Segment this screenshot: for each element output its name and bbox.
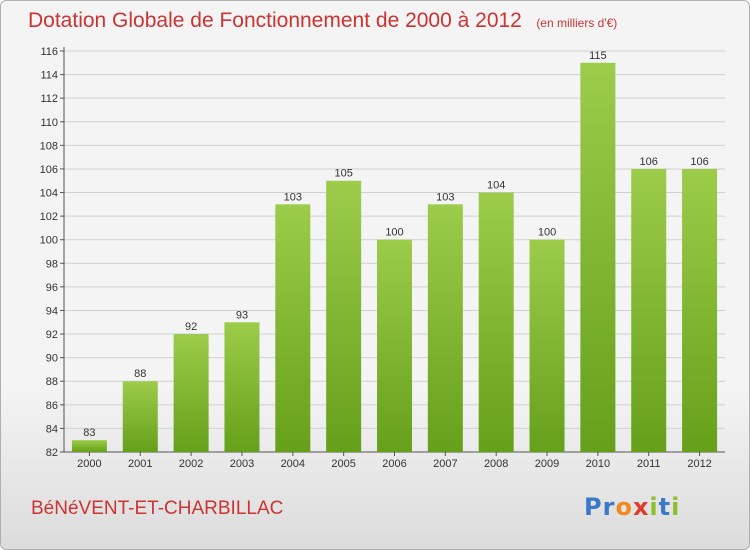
x-tick-label: 2006 — [382, 458, 406, 470]
logo-letter: x — [632, 493, 650, 521]
x-tick-label: 2007 — [433, 458, 457, 470]
x-tick-label: 2009 — [535, 458, 559, 470]
bar — [275, 204, 311, 452]
x-tick-label: 2003 — [230, 458, 254, 470]
y-tick-label: 94 — [46, 305, 58, 317]
data-label: 104 — [487, 180, 505, 192]
x-tick-label: 2010 — [586, 458, 610, 470]
y-tick-label: 96 — [46, 282, 58, 294]
commune-name: BéNéVENT-ET-CHARBILLAC — [31, 498, 284, 519]
x-tick-label: 2008 — [484, 458, 508, 470]
y-tick-label: 108 — [40, 140, 58, 152]
proxiti-logo[interactable]: Proxiti — [584, 493, 680, 521]
bar — [631, 168, 667, 453]
y-tick-label: 112 — [40, 93, 58, 105]
x-tick-label: 2005 — [331, 458, 355, 470]
x-tick-label: 2004 — [281, 458, 305, 470]
logo-letter: i — [671, 493, 681, 521]
y-tick-label: 104 — [40, 188, 58, 200]
bar — [478, 192, 514, 452]
y-tick-label: 84 — [46, 423, 58, 435]
chart-unit: (en milliers d'€) — [536, 16, 618, 30]
x-tick-label: 2001 — [128, 458, 152, 470]
labels: 82 84 86 88 90 92 94 96 98 100 102 104 106 108 110 112 1… — [40, 46, 712, 470]
bar — [71, 440, 107, 452]
bar — [377, 239, 412, 452]
data-label: 100 — [385, 227, 403, 239]
bar — [122, 381, 158, 452]
y-tick-label: 106 — [40, 164, 58, 176]
data-label: 105 — [334, 168, 352, 180]
bar — [224, 322, 260, 452]
bar — [682, 168, 718, 453]
y-tick-label: 100 — [40, 235, 58, 247]
x-tick-label: 2000 — [77, 458, 101, 470]
data-label: 88 — [134, 368, 146, 380]
data-label: 106 — [690, 156, 708, 168]
y-tick-label: 110 — [40, 117, 58, 129]
chart-title: Dotation Globale de Fonctionnement de 20… — [28, 9, 522, 32]
logo-letter: P — [584, 493, 603, 521]
data-label: 103 — [436, 191, 454, 203]
y-tick-label: 90 — [46, 353, 58, 365]
bar — [173, 334, 209, 452]
logo-letter: o — [615, 493, 633, 521]
title-row: Dotation Globale de Fonctionnement de 20… — [28, 9, 617, 33]
logo-letter: t — [658, 493, 672, 521]
y-tick-label: 82 — [46, 447, 58, 459]
y-tick-label: 102 — [40, 211, 58, 223]
bar — [427, 204, 463, 452]
bars — [71, 62, 718, 453]
data-label: 92 — [185, 321, 197, 333]
y-tick-label: 86 — [46, 400, 58, 412]
data-label: 93 — [236, 309, 248, 321]
y-tick-label: 88 — [46, 376, 58, 388]
data-label: 106 — [640, 156, 658, 168]
y-tick-label: 98 — [46, 258, 58, 270]
x-tick-label: 2002 — [179, 458, 203, 470]
data-label: 103 — [284, 191, 302, 203]
x-tick-label: 2011 — [637, 458, 661, 470]
bar — [326, 180, 362, 452]
logo-letter: i — [649, 493, 659, 521]
y-tick-label: 116 — [40, 46, 58, 58]
data-label: 83 — [83, 427, 95, 439]
data-label: 100 — [538, 227, 556, 239]
y-tick-label: 114 — [40, 70, 58, 82]
bar — [580, 62, 616, 452]
logo-letter: r — [602, 493, 616, 521]
data-label: 115 — [589, 50, 607, 62]
bar — [529, 239, 565, 452]
x-tick-label: 2012 — [687, 458, 711, 470]
y-tick-label: 92 — [46, 329, 58, 341]
